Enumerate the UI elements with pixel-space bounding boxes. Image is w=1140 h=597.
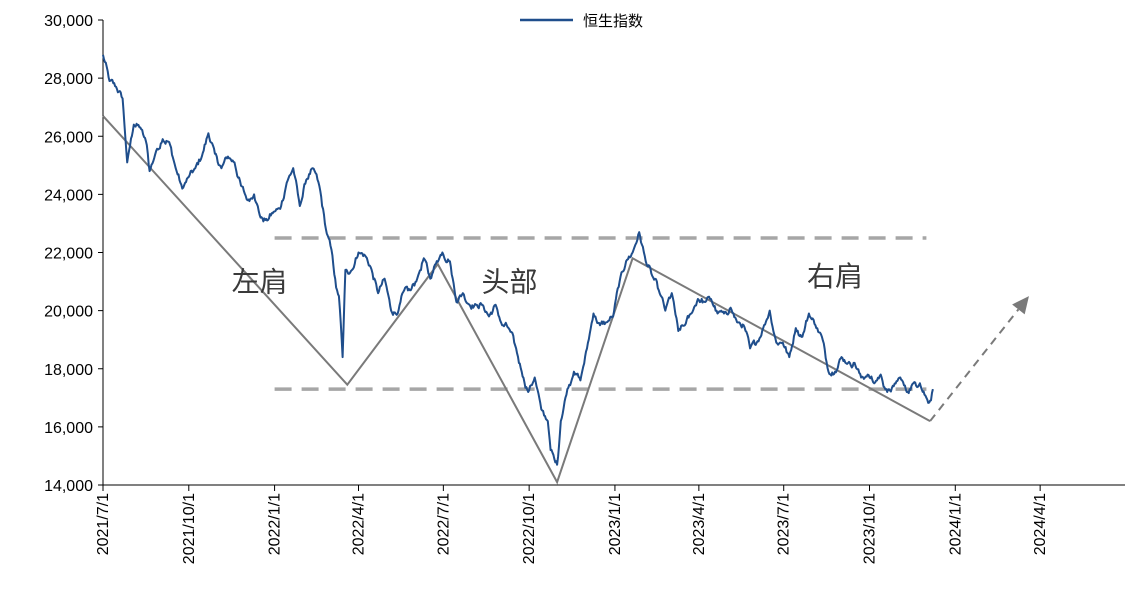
- x-tick-label: 2023/1/1: [607, 493, 624, 555]
- y-tick-label: 16,000: [44, 420, 93, 437]
- y-tick-label: 22,000: [44, 246, 93, 263]
- y-tick-label: 24,000: [44, 187, 93, 204]
- y-tick-label: 30,000: [44, 13, 93, 30]
- pattern-line: [102, 115, 931, 485]
- pattern-lines-layer: [102, 115, 1029, 485]
- x-tick-label: 2022/4/1: [351, 493, 368, 555]
- x-tick-label: 2022/7/1: [435, 493, 452, 555]
- projection-arrowhead: [1012, 296, 1029, 315]
- y-tick-label: 28,000: [44, 71, 93, 88]
- x-tick-label: 2023/4/1: [691, 493, 708, 555]
- y-tick-label: 14,000: [44, 478, 93, 495]
- series-layer: [102, 54, 934, 466]
- pattern-annotation: 右肩: [807, 260, 863, 293]
- y-tick-label: 26,000: [44, 129, 93, 146]
- projection-line: [929, 308, 1020, 422]
- annotations-layer: 左肩 头部 右肩: [232, 260, 863, 299]
- x-tick-label: 2022/10/1: [521, 493, 538, 564]
- y-tick-label: 18,000: [44, 362, 93, 379]
- axes-layer: 14,000 16,000 18,000 20,000 22,000 24,000 26,0…: [44, 13, 1125, 564]
- x-tick-label: 2023/7/1: [776, 493, 793, 555]
- legend: 恒生指数: [520, 12, 643, 30]
- series-line-hsi: [102, 54, 934, 466]
- pattern-annotation: 左肩: [232, 266, 288, 299]
- x-tick-label: 2024/1/1: [947, 493, 964, 555]
- x-tick-label: 2022/1/1: [267, 493, 284, 555]
- x-tick-label: 2021/7/1: [95, 493, 112, 555]
- y-tick-label: 20,000: [44, 304, 93, 321]
- x-tick-label: 2024/4/1: [1032, 493, 1049, 555]
- legend-label: 恒生指数: [583, 12, 643, 30]
- pattern-annotation: 头部: [482, 266, 538, 299]
- x-tick-label: 2021/10/1: [181, 493, 198, 564]
- x-tick-label: 2023/10/1: [862, 493, 879, 564]
